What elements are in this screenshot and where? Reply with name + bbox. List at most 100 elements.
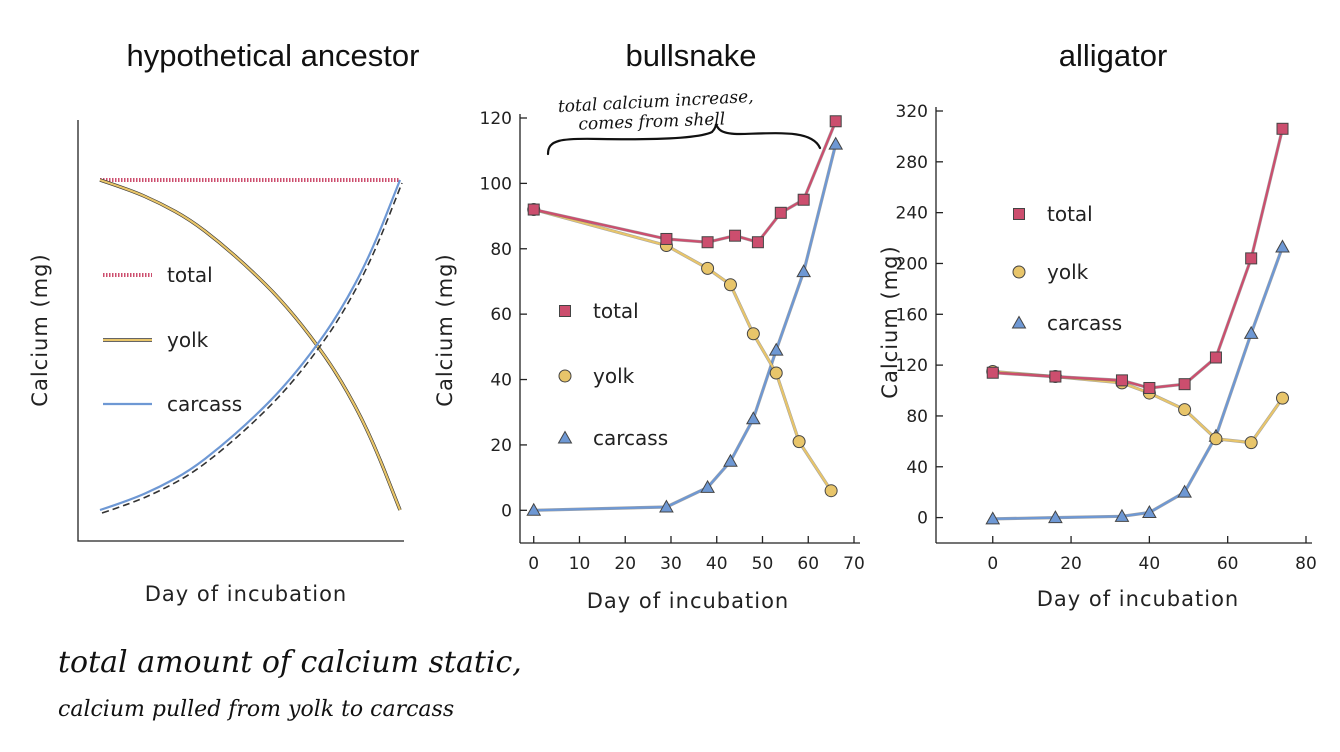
- x-tick-label: 0: [987, 554, 998, 574]
- point-total: [1277, 123, 1288, 134]
- x-tick-label: 50: [752, 554, 774, 574]
- y-tick-label: 100: [480, 174, 512, 194]
- point-total: [987, 367, 998, 378]
- x-tick-label: 10: [569, 554, 591, 574]
- point-total: [702, 237, 713, 248]
- point-total: [1210, 352, 1221, 363]
- point-total: [1144, 382, 1155, 393]
- y-tick-label: 240: [896, 204, 928, 224]
- point-yolk: [1210, 433, 1222, 445]
- point-yolk: [702, 262, 714, 274]
- chart-alligator: 0 40 80 120 160 200 240 280 320 0 20 40 60 80 total yol…: [878, 102, 1317, 611]
- y-tick-label: 80: [906, 407, 928, 427]
- point-total: [775, 207, 786, 218]
- x-tick-label: 20: [614, 554, 636, 574]
- chart-bullsnake: 0 20 40 60 80 100 120 0 10 20 30 40 50 60 70 total yolk c…: [433, 87, 865, 613]
- legend-total-marker: [1014, 209, 1025, 220]
- point-total: [1050, 371, 1061, 382]
- point-yolk: [770, 367, 782, 379]
- point-carcass: [1178, 486, 1191, 498]
- x-axis-label: Day of incubation: [587, 589, 789, 613]
- legend-carcass-marker: [559, 432, 572, 444]
- x-tick-label: 80: [1295, 554, 1317, 574]
- line-carcass-shadow: [534, 144, 836, 510]
- legend-carcass-label: carcass: [167, 392, 242, 416]
- line-carcass: [534, 144, 836, 510]
- point-total: [830, 116, 841, 127]
- y-tick-label: 80: [490, 240, 512, 260]
- point-carcass: [797, 265, 810, 277]
- point-yolk: [747, 328, 759, 340]
- point-total: [798, 194, 809, 205]
- x-axis-label: Day of incubation: [1037, 587, 1239, 611]
- x-tick-label: 60: [797, 554, 819, 574]
- legend-yolk-label: yolk: [167, 328, 209, 352]
- point-total: [1179, 379, 1190, 390]
- handwritten-note: total amount of calcium static, calcium …: [58, 645, 522, 722]
- point-total: [752, 237, 763, 248]
- line-yolk: [534, 210, 831, 491]
- legend-yolk-marker: [559, 370, 571, 382]
- line-yolk: [100, 180, 400, 510]
- legend-total-label: total: [1047, 202, 1093, 226]
- point-carcass: [747, 412, 760, 424]
- note-line-2: calcium pulled from yolk to carcass: [58, 697, 454, 722]
- legend-carcass-marker: [1013, 317, 1026, 329]
- x-tick-label: 70: [843, 554, 865, 574]
- point-yolk: [724, 279, 736, 291]
- legend-total-label: total: [593, 299, 639, 323]
- y-tick-label: 20: [490, 436, 512, 456]
- line-carcass: [100, 180, 400, 510]
- note-line-1: total amount of calcium static,: [58, 645, 522, 680]
- chart-hypothetical-ancestor: total yolk carcass Day of incubation Calcium…: [28, 120, 404, 606]
- line-yolk-outline: [100, 180, 400, 510]
- point-total: [528, 204, 539, 215]
- x-axis-label: Day of incubation: [145, 582, 347, 606]
- line-total-shadow: [993, 129, 1283, 388]
- point-yolk: [793, 436, 805, 448]
- x-tick-label: 20: [1060, 554, 1082, 574]
- y-tick-label: 40: [906, 458, 928, 478]
- line-yolk-shadow: [534, 210, 831, 491]
- line-carcass-shadow: [993, 247, 1283, 519]
- x-tick-label: 30: [660, 554, 682, 574]
- y-tick-label: 0: [917, 509, 928, 529]
- axes: [78, 120, 404, 541]
- line-yolk: [993, 372, 1283, 443]
- x-tick-label: 0: [528, 554, 539, 574]
- y-tick-label: 120: [480, 109, 512, 129]
- point-yolk: [1277, 392, 1289, 404]
- figure: hypothetical ancestor bullsnake alligato…: [0, 0, 1340, 752]
- title-alligator: alligator: [1059, 38, 1168, 73]
- y-tick-label: 60: [490, 305, 512, 325]
- point-total: [661, 233, 672, 244]
- legend-yolk-label: yolk: [593, 364, 635, 388]
- point-yolk: [1245, 437, 1257, 449]
- legend-total-marker: [560, 306, 571, 317]
- y-axis-label: Calcium (mg): [28, 253, 52, 406]
- line-carcass: [993, 247, 1283, 519]
- point-total: [730, 230, 741, 241]
- point-total: [1246, 253, 1257, 264]
- line-total: [993, 129, 1283, 388]
- y-tick-label: 40: [490, 371, 512, 391]
- point-carcass: [829, 138, 842, 150]
- point-carcass: [724, 455, 737, 467]
- point-total: [1116, 375, 1127, 386]
- legend-carcass-label: carcass: [593, 426, 668, 450]
- y-tick-label: 280: [896, 153, 928, 173]
- x-tick-label: 40: [706, 554, 728, 574]
- point-carcass: [770, 344, 783, 356]
- legend-total-label: total: [167, 263, 213, 287]
- point-carcass: [1276, 240, 1289, 252]
- legend-yolk-label: yolk: [1047, 260, 1089, 284]
- point-yolk: [825, 485, 837, 497]
- y-axis-label: Calcium (mg): [433, 253, 457, 406]
- point-yolk: [1179, 404, 1191, 416]
- y-tick-label: 0: [501, 501, 512, 521]
- title-hypothetical-ancestor: hypothetical ancestor: [127, 38, 420, 73]
- y-tick-label: 320: [896, 102, 928, 122]
- legend-yolk-marker: [1013, 266, 1025, 278]
- legend-carcass-label: carcass: [1047, 311, 1122, 335]
- point-carcass: [1245, 327, 1258, 339]
